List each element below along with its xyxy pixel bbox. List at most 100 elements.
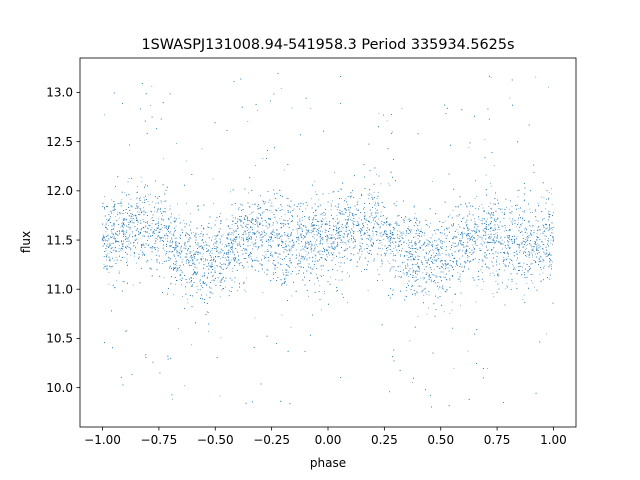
scatter-point <box>160 240 162 242</box>
scatter-point <box>279 218 281 220</box>
scatter-point <box>262 292 264 294</box>
scatter-point <box>262 254 264 256</box>
scatter-point <box>273 232 275 233</box>
scatter-point <box>226 218 228 220</box>
scatter-point <box>371 243 373 245</box>
scatter-point <box>153 210 155 212</box>
scatter-point <box>247 223 249 225</box>
scatter-point <box>386 224 388 226</box>
scatter-point <box>300 206 301 207</box>
scatter-point <box>304 208 306 210</box>
scatter-point <box>386 231 387 233</box>
scatter-point <box>419 222 420 224</box>
scatter-point <box>347 204 349 205</box>
scatter-point <box>451 225 453 227</box>
scatter-point <box>343 237 345 239</box>
scatter-point <box>532 212 533 213</box>
scatter-point <box>363 217 365 219</box>
scatter-point <box>390 236 391 237</box>
scatter-point <box>459 238 461 240</box>
scatter-point <box>123 226 124 228</box>
scatter-point <box>148 237 150 239</box>
scatter-point <box>456 229 458 231</box>
scatter-point <box>536 246 537 248</box>
scatter-point <box>531 280 533 281</box>
scatter-point <box>366 224 368 225</box>
scatter-point <box>475 301 477 303</box>
scatter-point <box>161 202 162 204</box>
scatter-point <box>282 247 283 248</box>
scatter-point <box>241 204 243 206</box>
scatter-point <box>340 241 342 243</box>
scatter-point <box>245 249 247 251</box>
scatter-point <box>232 234 234 236</box>
scatter-point <box>228 261 230 263</box>
scatter-point <box>213 256 214 258</box>
scatter-point <box>306 254 308 256</box>
scatter-point <box>542 272 544 274</box>
scatter-point <box>240 221 241 223</box>
scatter-point <box>169 240 171 241</box>
scatter-point <box>478 262 480 263</box>
scatter-point <box>157 227 159 229</box>
scatter-point <box>344 250 346 251</box>
scatter-point <box>133 215 134 217</box>
scatter-point <box>241 225 242 227</box>
scatter-point <box>313 233 315 235</box>
scatter-point <box>453 236 454 238</box>
scatter-point <box>298 266 300 268</box>
scatter-point <box>501 208 503 210</box>
scatter-point <box>435 232 437 234</box>
scatter-point <box>203 261 205 263</box>
scatter-point <box>295 258 297 259</box>
scatter-point <box>427 245 429 247</box>
scatter-point <box>492 249 494 251</box>
scatter-point <box>382 234 384 236</box>
scatter-point <box>361 219 363 221</box>
scatter-point <box>277 234 279 236</box>
scatter-point <box>262 236 264 237</box>
scatter-point <box>445 291 447 293</box>
scatter-point <box>427 243 429 245</box>
scatter-point <box>322 231 324 233</box>
scatter-point <box>165 238 167 240</box>
scatter-point <box>417 274 418 276</box>
scatter-point <box>518 229 520 231</box>
scatter-point <box>157 235 159 237</box>
scatter-point <box>337 232 339 233</box>
scatter-point <box>408 243 410 245</box>
scatter-point <box>531 235 533 236</box>
scatter-point <box>510 212 512 214</box>
scatter-point <box>404 295 406 297</box>
scatter-point <box>175 260 177 262</box>
scatter-point <box>469 240 470 242</box>
scatter-point <box>265 239 267 241</box>
scatter-point <box>348 230 350 231</box>
scatter-point <box>143 221 145 223</box>
scatter-point <box>220 241 221 243</box>
scatter-point <box>333 252 335 254</box>
scatter-point <box>540 261 541 262</box>
scatter-point <box>196 274 197 276</box>
scatter-point <box>212 236 214 238</box>
scatter-point <box>152 217 153 218</box>
scatter-point <box>518 230 520 232</box>
scatter-point <box>425 252 427 254</box>
scatter-point <box>171 245 173 246</box>
scatter-point <box>392 238 394 239</box>
scatter-point <box>180 269 181 271</box>
scatter-point <box>114 204 116 206</box>
scatter-point <box>481 204 483 205</box>
scatter-point <box>467 235 469 236</box>
scatter-point <box>256 216 258 218</box>
scatter-point <box>132 284 134 286</box>
scatter-point <box>445 235 447 237</box>
scatter-point <box>298 243 300 244</box>
scatter-point <box>544 253 546 255</box>
data-point <box>428 264 430 266</box>
scatter-point <box>155 222 157 224</box>
scatter-point <box>143 231 145 232</box>
scatter-point <box>301 245 303 247</box>
scatter-point <box>512 220 514 222</box>
scatter-point <box>330 237 332 238</box>
